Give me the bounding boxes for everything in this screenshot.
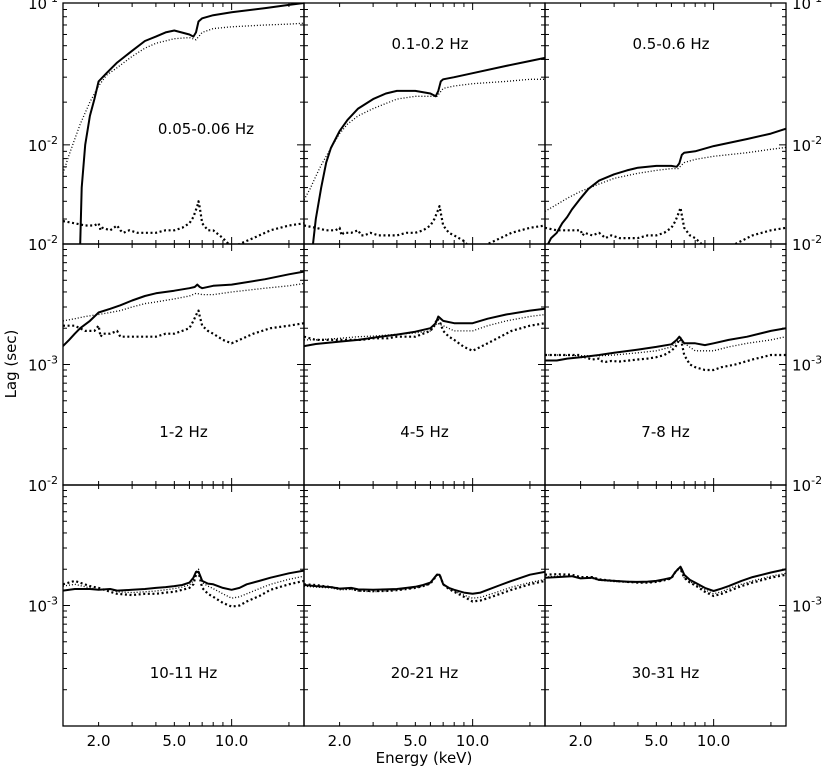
panel-6: 10-11 Hz 2.0 5.0 10.0 10-2 10-3 [28, 474, 305, 750]
series-line-solid [304, 307, 545, 348]
series-group [545, 327, 786, 372]
y-tick-label: 10-2 [28, 233, 58, 254]
y-tick-label: 10-3 [792, 595, 822, 616]
series-line-dotted-bold [545, 335, 786, 372]
panel-2: 0.5-0.6 Hz 10-1 10-2 [544, 0, 822, 245]
x-tick-label: 5.0 [162, 732, 186, 750]
y-tick-label: 10-2 [28, 134, 58, 155]
series-group [304, 56, 545, 244]
panel-frame [62, 484, 305, 727]
series-line-dotted-fine [304, 313, 545, 341]
y-tick-label: 10-1 [28, 0, 58, 13]
y-tick-label: 10-3 [28, 354, 58, 375]
x-tick-label: 2.0 [328, 732, 352, 750]
series-line-dotted-bold [545, 206, 786, 244]
panel-frequency-label: 10-11 Hz [150, 664, 218, 682]
series-line-dotted-fine [63, 22, 304, 174]
panel-frequency-label: 0.05-0.06 Hz [158, 120, 254, 138]
panel-4: 4-5 Hz [303, 243, 546, 486]
series-line-dotted-fine [545, 568, 786, 595]
panel-frequency-label: 4-5 Hz [400, 423, 449, 441]
panel-1: 0.1-0.2 Hz [303, 2, 546, 245]
series-line-dotted-bold [545, 568, 786, 598]
x-tick-label: 5.0 [403, 732, 427, 750]
panel-3: 1-2 Hz 10-2 10-3 [28, 233, 305, 486]
series-line-dotted-bold [63, 309, 304, 345]
panel-frame [303, 243, 546, 486]
series-line-solid [79, 3, 304, 244]
series-line-dotted-bold [304, 317, 545, 352]
panel-frequency-label: 1-2 Hz [159, 423, 208, 441]
x-tick-label: 10.0 [456, 732, 489, 750]
panel-frame [544, 484, 787, 727]
panel-7: 20-21 Hz 2.0 5.0 10.0 [303, 484, 546, 750]
panel-frame [544, 243, 787, 486]
x-tick-label: 10.0 [697, 732, 730, 750]
y-tick-label: 10-2 [792, 474, 822, 495]
series-group [63, 3, 304, 244]
panel-frequency-label: 30-31 Hz [632, 664, 700, 682]
x-tick-label: 2.0 [87, 732, 111, 750]
series-group [63, 270, 304, 347]
y-tick-label: 10-3 [792, 354, 822, 375]
panel-frequency-label: 7-8 Hz [641, 423, 690, 441]
panel-frequency-label: 0.1-0.2 Hz [391, 35, 468, 53]
axis-labels-layer: Lag (sec) Energy (keV) [2, 330, 472, 767]
x-tick-label: 2.0 [569, 732, 593, 750]
series-line-dotted-bold [63, 200, 304, 244]
y-tick-label: 10-1 [792, 0, 822, 13]
series-group [304, 307, 545, 352]
series-line-dotted-fine [545, 146, 786, 212]
series-line-solid [312, 56, 545, 244]
panel-0: 0.05-0.06 Hz 10-1 10-2 [28, 0, 305, 245]
series-group [545, 565, 786, 598]
y-tick-label: 10-3 [28, 595, 58, 616]
panel-frame [62, 243, 305, 486]
panel-5: 7-8 Hz 10-2 10-3 [544, 233, 822, 486]
series-line-solid [63, 270, 304, 347]
y-tick-label: 10-2 [28, 474, 58, 495]
series-group [545, 127, 786, 244]
series-group [304, 570, 545, 603]
y-tick-label: 10-2 [792, 233, 822, 254]
x-tick-label: 5.0 [644, 732, 668, 750]
series-group [63, 568, 304, 608]
series-line-dotted-bold [304, 573, 545, 603]
panel-frequency-label: 20-21 Hz [391, 664, 459, 682]
y-axis-label: Lag (sec) [2, 330, 20, 399]
x-tick-label: 10.0 [215, 732, 248, 750]
y-tick-label: 10-2 [792, 134, 822, 155]
panel-8: 30-31 Hz 2.0 5.0 10.0 10-2 10-3 [544, 474, 822, 750]
x-axis-label: Energy (keV) [376, 749, 473, 767]
panel-frequency-label: 0.5-0.6 Hz [632, 35, 709, 53]
series-line-solid [547, 127, 786, 244]
panel-frame [303, 484, 546, 727]
panels-layer: 0.05-0.06 Hz 10-1 10-2 0.1-0.2 Hz 0.5-0.6 Hz… [28, 0, 822, 750]
series-line-dotted-fine [304, 78, 545, 201]
series-line-dotted-fine [63, 282, 304, 322]
series-line-solid [304, 570, 545, 595]
series-line-dotted-bold [63, 570, 304, 608]
